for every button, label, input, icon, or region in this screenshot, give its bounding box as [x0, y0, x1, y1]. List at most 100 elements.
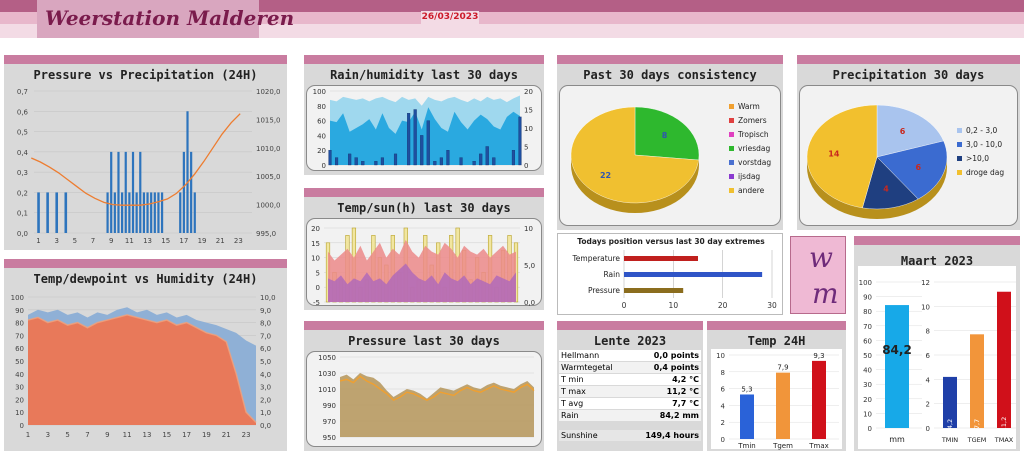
panel-maart: Maart 2023 0 10 20 30 40 50 60 70 80 90 100 84,2 mm 0… [854, 236, 1020, 451]
plot-background [858, 266, 1016, 449]
y-tick-label: 0,5 [17, 129, 28, 137]
rain-bar [518, 116, 522, 166]
y-tick-label: 70 [863, 323, 872, 331]
y-tick-label: 6 [721, 386, 726, 394]
y-right-tick-label: 0,0 [260, 422, 271, 430]
lente-row-label: T max [561, 387, 586, 396]
category-label: Pressure [588, 286, 620, 295]
lente-row-label: Sunshine [561, 431, 598, 440]
y-right-tick-label: 3,0 [260, 384, 271, 392]
y-right-tick-label: 1000,0 [256, 202, 281, 210]
y-right-tick-label: 1005,0 [256, 173, 281, 181]
page-title: Weerstation Malderen [45, 6, 295, 30]
panel-header-bar [304, 321, 544, 330]
chart-pressure-precip: 0,0 0,1 0,2 0,3 0,4 0,5 0,6 0,7 995,0 1000,0 1005,… [17, 88, 281, 245]
temp-bar [812, 360, 826, 439]
panel-header-bar [4, 259, 287, 268]
pie-slice [876, 140, 948, 200]
bar-data-label: 7,7 [973, 419, 981, 429]
y-tick-label: 4 [926, 376, 931, 384]
legend-label: droge dag [966, 168, 1004, 177]
lente-row-label: Warmtegetal [561, 363, 613, 372]
x-tick-label: 23 [234, 237, 243, 245]
pie-slice [806, 104, 878, 209]
lente-table: Hellmann 0,0 points Warmtegetal 0,4 points T… [559, 350, 701, 450]
precip-bar [146, 192, 149, 233]
x-tick-label: 9 [105, 431, 109, 439]
temp-month-bar [943, 376, 957, 428]
y-tick-label: 2 [926, 401, 930, 409]
pie-data-label: 14 [828, 150, 840, 159]
legend-label: Zomers [738, 116, 767, 125]
y-tick-label: 970 [323, 418, 336, 426]
rain-bar [479, 153, 483, 166]
lente-row-label: T min [561, 375, 584, 384]
panel-lente: Lente 2023 Hellmann 0,0 points Warmtegetal… [557, 321, 703, 451]
lente-row-label: Rain [561, 411, 579, 420]
y-tick-label: 100 [313, 88, 326, 96]
legend-label: ijsdag [738, 172, 760, 181]
panel-rain-humidity: Rain/humidity last 30 days 0 20 40 60 80 100 0… [304, 55, 544, 175]
rain-bar [361, 161, 365, 166]
chart-title-temp-24h: Temp 24H [747, 334, 806, 348]
y-right-tick-label: 9,0 [260, 307, 271, 315]
panel-header-bar [557, 55, 783, 64]
y-tick-label: 0,6 [17, 108, 29, 116]
x-tick-label: 13 [143, 237, 152, 245]
chart-pressure-30: 950 970 990 1010 1030 1050 [318, 354, 535, 442]
x-tick-label: 23 [242, 431, 251, 439]
legend-swatch [729, 160, 734, 165]
y-tick-label: 50 [863, 352, 872, 360]
y-right-tick-label: 5 [524, 144, 528, 152]
pie-slice [862, 156, 919, 210]
precip-bar [117, 151, 120, 233]
y-tick-label: 0 [20, 422, 24, 430]
y-tick-label: 10 [921, 303, 930, 311]
category-label: mm [889, 435, 905, 444]
y-tick-label: 4 [721, 402, 726, 410]
category-label: TMAX [994, 436, 1014, 444]
rain-bar [492, 157, 496, 166]
logo-letter-m: m [812, 277, 839, 310]
y-tick-label: 2 [721, 419, 725, 427]
y-tick-label: 90 [863, 294, 872, 302]
precip-bar [64, 192, 68, 233]
legend-label: vriesdag [738, 144, 770, 153]
category-label: Tmax [808, 442, 829, 450]
precip-bar [153, 192, 156, 233]
y-tick-label: 80 [863, 308, 872, 316]
lente-row: T max 11,2 °C [559, 386, 701, 397]
lente-row-label: Hellmann [561, 351, 600, 360]
temp-bar [740, 394, 754, 439]
lente-row-value: 0,0 points [653, 351, 699, 360]
pie-data-label: 6 [900, 127, 906, 136]
category-label: TMIN [941, 436, 958, 444]
precip-bar [186, 111, 189, 233]
legend-label: Warm [738, 102, 760, 111]
legend-swatch [729, 118, 734, 123]
y-tick-label: 100 [11, 294, 24, 302]
chart-temp-24h: 0 2 4 6 8 10 5,3 Tmin 7,9 Tgem 9,3 Tmax [711, 349, 842, 450]
rain-bar [485, 146, 489, 166]
y-tick-label: 0 [721, 436, 725, 444]
x-tick-label: 7 [91, 237, 95, 245]
chart-title-rain-humidity: Rain/humidity last 30 days [330, 68, 518, 82]
temp-bar [776, 372, 790, 439]
bar-data-label: 9,3 [813, 352, 824, 360]
x-tick-label: 21 [222, 431, 231, 439]
x-tick-label: 5 [65, 431, 69, 439]
x-tick-label: 5 [73, 237, 77, 245]
pie-slice [876, 104, 944, 158]
precip-bar [135, 192, 138, 233]
panel-header-bar [304, 188, 544, 197]
y-tick-label: 80 [317, 103, 326, 111]
legend-label: andere [738, 186, 765, 195]
precip-bar [193, 192, 196, 233]
rain-bar [348, 153, 352, 166]
y-right-tick-label: 10,0 [260, 294, 276, 302]
rain-bar [413, 109, 417, 166]
y-tick-label: 40 [863, 367, 872, 375]
y-tick-label: 70 [15, 332, 24, 340]
chart-title-pressure-30: Pressure last 30 days [348, 334, 500, 348]
precip-bar [37, 192, 40, 233]
